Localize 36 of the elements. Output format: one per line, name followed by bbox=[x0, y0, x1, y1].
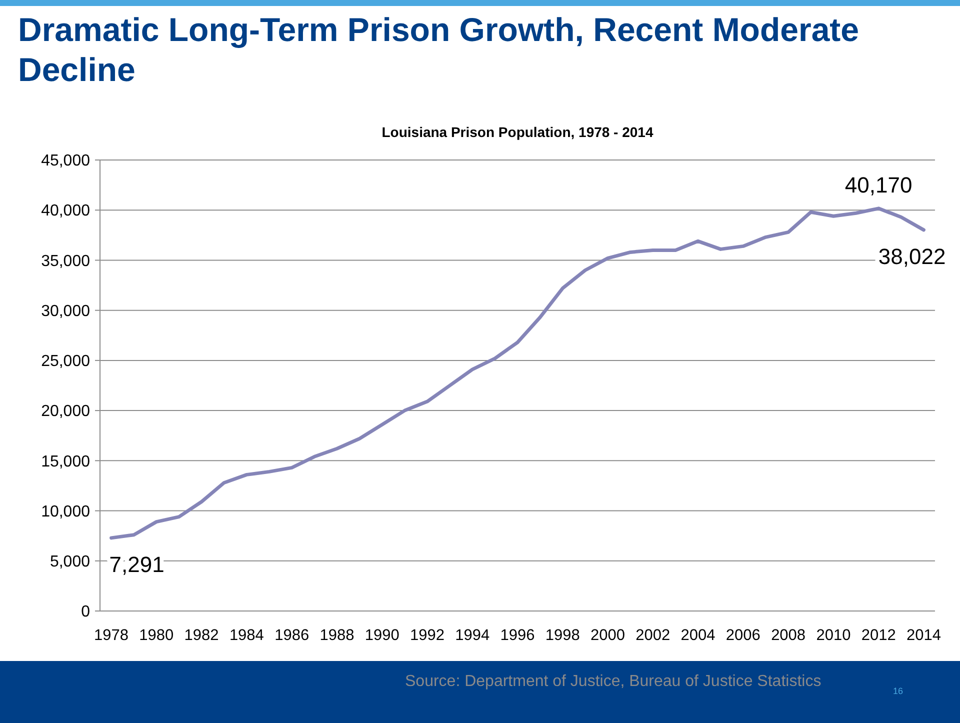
x-tick-label: 2002 bbox=[636, 627, 670, 644]
annotation: 38,022 bbox=[878, 244, 946, 269]
annotation: 40,170 bbox=[844, 172, 912, 198]
y-tick-label: 20,000 bbox=[41, 403, 90, 420]
x-tick-label: 1978 bbox=[94, 627, 129, 644]
x-tick-label: 2010 bbox=[816, 627, 852, 644]
x-tick-label: 2008 bbox=[771, 627, 806, 644]
y-tick-label: 25,000 bbox=[41, 353, 90, 370]
x-tick-label: 2014 bbox=[906, 627, 942, 644]
y-tick-label: 10,000 bbox=[41, 503, 90, 520]
x-tick-label: 1986 bbox=[274, 627, 310, 644]
x-tick-label: 1984 bbox=[229, 627, 264, 644]
y-tick-label: 0 bbox=[81, 604, 90, 621]
y-tick-label: 40,000 bbox=[41, 202, 90, 220]
y-tick-label: 30,000 bbox=[41, 302, 90, 320]
x-tick-label: 1980 bbox=[139, 627, 174, 644]
y-tick-label: 15,000 bbox=[41, 453, 90, 470]
annotation: 7,291 bbox=[109, 552, 164, 577]
x-tick-label: 2012 bbox=[861, 627, 896, 644]
x-tick-label: 1994 bbox=[455, 627, 490, 644]
x-tick-label: 1996 bbox=[500, 627, 535, 644]
x-tick-label: 1992 bbox=[410, 627, 444, 644]
x-tick-label: 1982 bbox=[184, 627, 219, 644]
chart-subtitle: Louisiana Prison Population, 1978 - 2014 bbox=[382, 124, 654, 140]
x-tick-label: 1990 bbox=[364, 627, 400, 644]
x-tick-label: 1998 bbox=[545, 627, 580, 644]
source-note: Source: Department of Justice, Bureau of Justice Statistics bbox=[405, 673, 822, 690]
x-tick-label: 2004 bbox=[680, 627, 716, 644]
chart-title: Dramatic Long-Term Prison Growth, Recent Moderate Decline bbox=[18, 10, 860, 90]
x-tick-label: 2006 bbox=[726, 627, 760, 644]
y-tick-label: 35,000 bbox=[41, 252, 90, 270]
x-tick-label: 2000 bbox=[590, 627, 626, 644]
text: 16 bbox=[893, 686, 904, 696]
x-tick-label: 1988 bbox=[320, 627, 354, 644]
y-tick-label: 45,000 bbox=[41, 152, 90, 170]
y-tick-label: 5,000 bbox=[50, 553, 90, 570]
